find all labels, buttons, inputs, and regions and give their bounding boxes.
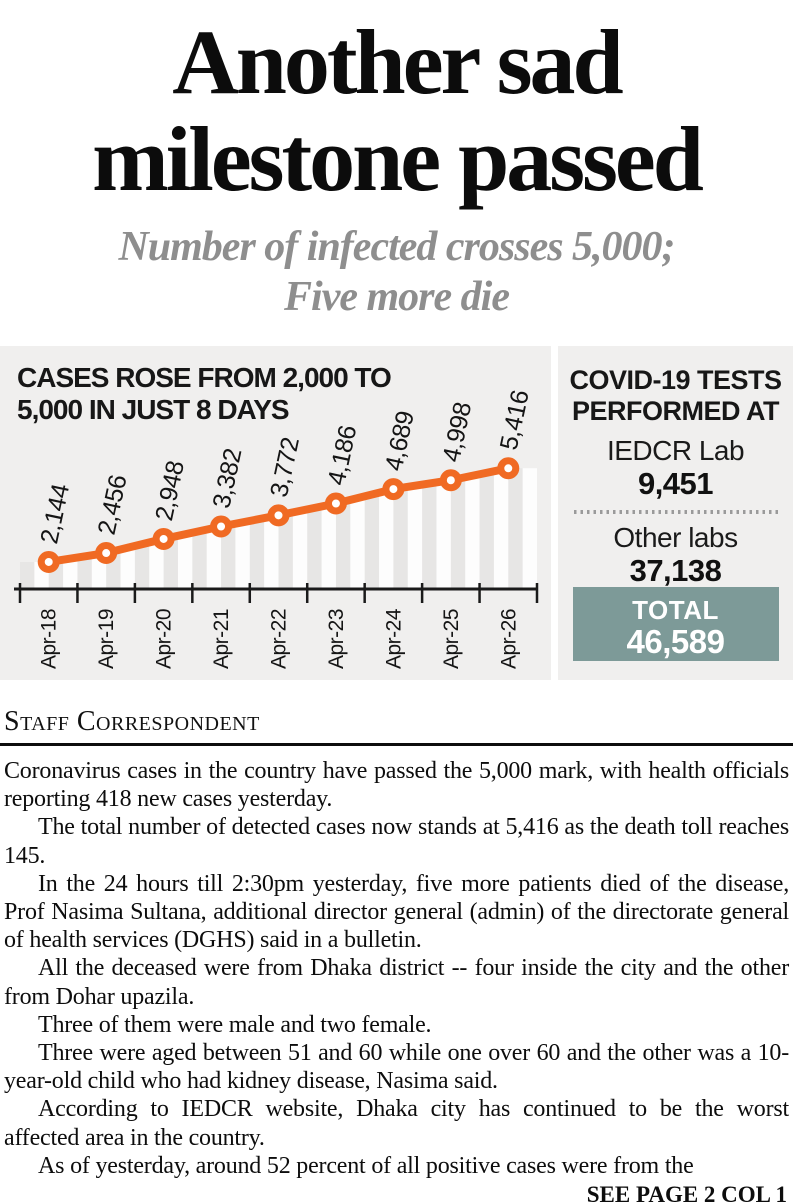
- data-point-marker: [324, 492, 347, 515]
- article-paragraph: Three of them were male and two female.: [38, 1011, 432, 1038]
- data-point-marker: [37, 550, 60, 573]
- chart-title-line-1: CASES ROSE FROM 2,000 TO: [17, 362, 392, 393]
- headline: Another sad milestone passed: [0, 14, 793, 208]
- value-label: 5,416: [495, 388, 535, 453]
- article-paragraph: As of yesterday, around 52 percent of al…: [38, 1152, 694, 1179]
- article-paragraph: Coronavirus cases in the country have pa…: [4, 758, 789, 813]
- other-labs-value: 37,138: [629, 553, 722, 588]
- byline: Staff Correspondent: [4, 706, 260, 737]
- iedcr-lab-value: 9,451: [637, 466, 714, 501]
- other-labs-label: Other labs: [613, 522, 738, 553]
- chart-title-line-2: 5,000 IN JUST 8 DAYS: [17, 394, 290, 425]
- value-label: 2,948: [150, 459, 190, 524]
- tests-title-line-2: PERFORMED AT: [572, 396, 780, 426]
- data-point-marker: [497, 457, 520, 480]
- cases-line-chart: 2,144 2,456 2,948 3,382 3,772 4,186 4,689 4,998…: [14, 388, 539, 669]
- data-point-marker: [382, 478, 405, 501]
- value-label: 4,186: [322, 423, 362, 488]
- x-axis-label: Apr-19: [95, 609, 118, 669]
- cases-chart-panel: 2,144 2,456 2,948 3,382 3,772 4,186 4,689 4,998…: [0, 346, 551, 680]
- article-paragraph: According to IEDCR website, Dhaka city h…: [4, 1096, 789, 1151]
- headline-line-1: Another sad: [172, 11, 623, 113]
- total-value: 46,589: [626, 623, 725, 660]
- x-axis-label: Apr-24: [382, 608, 405, 669]
- x-axis-label: Apr-23: [325, 609, 348, 669]
- value-label: 3,382: [208, 446, 248, 511]
- continuation-note: SEE PAGE 2 COL 1: [586, 1182, 787, 1203]
- article-paragraph: All the deceased were from Dhaka distric…: [4, 955, 789, 1010]
- x-axis-label: Apr-25: [440, 609, 463, 669]
- x-axis-label: Apr-26: [497, 609, 520, 669]
- panel-divider: [551, 346, 558, 680]
- subheadline-line-2: Five more die: [284, 274, 510, 320]
- masthead: Another sad milestone passed Number of i…: [0, 0, 793, 322]
- data-point-marker: [95, 542, 118, 565]
- value-label: 4,998: [437, 400, 477, 465]
- total-tests-box: TOTAL 46,589: [572, 587, 779, 661]
- x-axis-label: Apr-21: [210, 609, 233, 669]
- tests-title-line-1: COVID-19 TESTS: [569, 365, 782, 395]
- subheadline: Number of infected crosses 5,000; Five m…: [0, 222, 793, 322]
- chart-title: CASES ROSE FROM 2,000 TO 5,000 IN JUST 8…: [17, 362, 392, 426]
- subheadline-line-1: Number of infected crosses 5,000;: [118, 224, 675, 270]
- article-paragraph: The total number of detected cases now s…: [4, 814, 789, 869]
- chart-area-stripes: [20, 468, 537, 589]
- dotted-divider: [573, 510, 778, 514]
- iedcr-lab-label: IEDCR Lab: [606, 435, 745, 466]
- data-point-marker: [210, 515, 233, 538]
- x-axis-label: Apr-22: [268, 609, 291, 669]
- article-paragraph: In the 24 hours till 2:30pm yesterday, f…: [4, 870, 789, 954]
- data-point-marker: [152, 527, 175, 550]
- x-axis-label: Apr-18: [38, 609, 61, 669]
- article-body: Coronavirus cases in the country have pa…: [4, 757, 789, 1180]
- tests-panel-title: COVID-19 TESTS PERFORMED AT: [558, 365, 793, 427]
- article-paragraph: Three were aged between 51 and 60 while …: [4, 1040, 789, 1095]
- infographic: 2,144 2,456 2,948 3,382 3,772 4,186 4,689 4,998…: [0, 346, 793, 680]
- headline-line-2: milestone passed: [92, 108, 704, 210]
- data-point-marker: [267, 504, 290, 527]
- tests-panel: COVID-19 TESTS PERFORMED AT IEDCR Lab 9,…: [558, 346, 793, 680]
- data-point-marker: [439, 469, 462, 492]
- total-label: TOTAL: [632, 595, 719, 625]
- x-axis-label: Apr-20: [153, 609, 176, 669]
- value-label: 3,772: [265, 435, 305, 500]
- value-label: 2,456: [93, 473, 133, 538]
- value-label: 2,144: [35, 481, 75, 546]
- byline-rule: [0, 743, 793, 746]
